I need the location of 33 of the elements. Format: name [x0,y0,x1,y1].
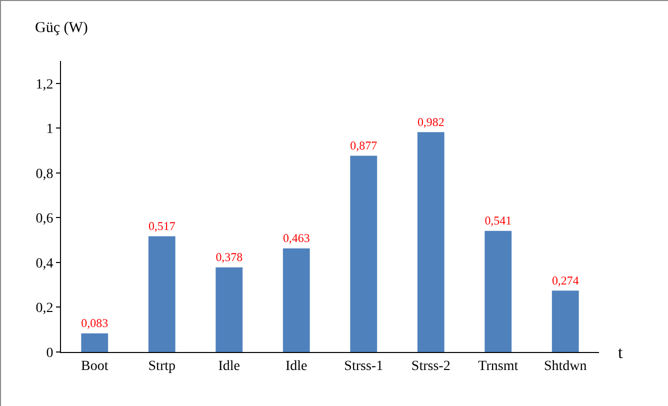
data-label: 0,378 [216,250,243,264]
x-tick-label: Strss-1 [344,358,384,374]
x-tick-label: Idle [285,358,308,374]
y-tick-label: 0,8 [36,166,54,182]
bar [81,333,108,352]
x-tick-label: Idle [218,358,240,374]
bar [552,290,579,352]
y-tick-label: 0,4 [36,256,54,272]
x-tick-label: Trnsmt [478,358,518,374]
y-tick-label: 1,2 [36,77,54,92]
data-label: 0,083 [81,316,108,330]
bar [484,230,512,352]
data-label: 0,877 [350,138,378,152]
bar [417,132,444,352]
data-label: 0,541 [484,213,512,228]
data-label: 0,982 [417,114,444,129]
y-tick-label: 0,6 [36,212,54,227]
x-axis-title: t [618,343,623,362]
data-label: 0,517 [148,218,176,233]
x-tick-label: Shtdwn [544,358,587,374]
y-tick-label: 1 [46,122,54,138]
bar [216,267,243,352]
y-axis-title: Güç (W) [35,20,88,36]
bar [148,236,176,352]
bar [282,248,310,352]
data-label: 0,274 [552,273,579,288]
x-tick-label: Boot [81,358,108,374]
y-tick-label: 0,2 [36,301,54,316]
bar [350,156,378,352]
data-label: 0,463 [282,230,310,245]
x-tick-label: Strss-2 [411,358,450,374]
x-tick-label: Strtp [148,358,176,374]
y-tick-label: 0 [46,346,54,361]
